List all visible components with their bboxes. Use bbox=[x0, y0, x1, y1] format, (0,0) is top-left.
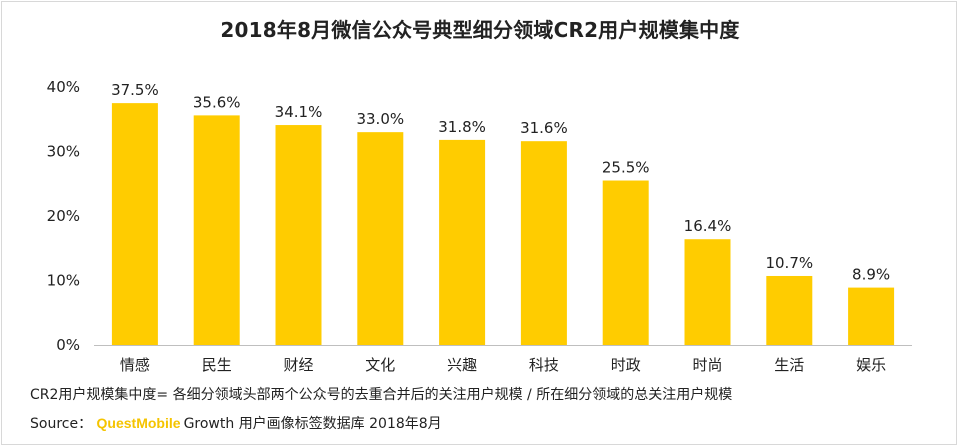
data-label: 25.5% bbox=[602, 159, 650, 177]
bar bbox=[684, 239, 731, 345]
x-tick-label: 娱乐 bbox=[856, 356, 886, 374]
x-tick-label: 时尚 bbox=[692, 356, 722, 374]
y-tick-label: 30% bbox=[47, 143, 80, 161]
bar bbox=[520, 141, 567, 345]
source-text: Growth 用户画像标签数据库 2018年8月 bbox=[183, 416, 442, 432]
data-label: 37.5% bbox=[111, 81, 159, 99]
x-tick-label: 科技 bbox=[529, 356, 559, 374]
y-tick-label: 0% bbox=[56, 336, 80, 354]
data-label: 31.6% bbox=[520, 119, 568, 137]
x-tick-label: 财经 bbox=[283, 356, 313, 374]
x-tick-label: 情感 bbox=[120, 356, 150, 374]
x-tick-label: 文化 bbox=[365, 356, 395, 374]
footnote: CR2用户规模集中度= 各细分领域头部两个公众号的去重合并后的关注用户规模 / … bbox=[30, 387, 733, 403]
bar bbox=[848, 287, 895, 345]
source-line: Source： QuestMobile Growth 用户画像标签数据库 2018… bbox=[30, 413, 442, 433]
bar bbox=[275, 125, 322, 346]
x-tick-label: 民生 bbox=[202, 356, 232, 374]
data-label: 8.9% bbox=[852, 266, 890, 284]
y-tick-label: 40% bbox=[47, 78, 80, 96]
data-label: 33.0% bbox=[356, 110, 404, 128]
source-brand: QuestMobile bbox=[96, 415, 181, 431]
data-label: 34.1% bbox=[275, 103, 323, 121]
bar bbox=[193, 115, 240, 345]
source-prefix: Source： bbox=[30, 416, 97, 432]
data-label: 10.7% bbox=[765, 254, 813, 272]
bar bbox=[602, 180, 649, 345]
data-label: 35.6% bbox=[193, 93, 241, 111]
data-label: 31.8% bbox=[438, 118, 486, 136]
data-label: 16.4% bbox=[684, 217, 732, 235]
bar bbox=[357, 132, 404, 345]
bar bbox=[439, 139, 486, 345]
x-tick-label: 时政 bbox=[611, 356, 641, 374]
x-tick-label: 兴趣 bbox=[447, 356, 477, 374]
x-tick-label: 生活 bbox=[774, 356, 804, 374]
chart-title: 2018年8月微信公众号典型细分领域CR2用户规模集中度 bbox=[220, 18, 740, 42]
bar bbox=[111, 103, 158, 345]
bar bbox=[766, 275, 813, 345]
y-tick-label: 20% bbox=[47, 207, 80, 225]
y-tick-label: 10% bbox=[47, 272, 80, 290]
